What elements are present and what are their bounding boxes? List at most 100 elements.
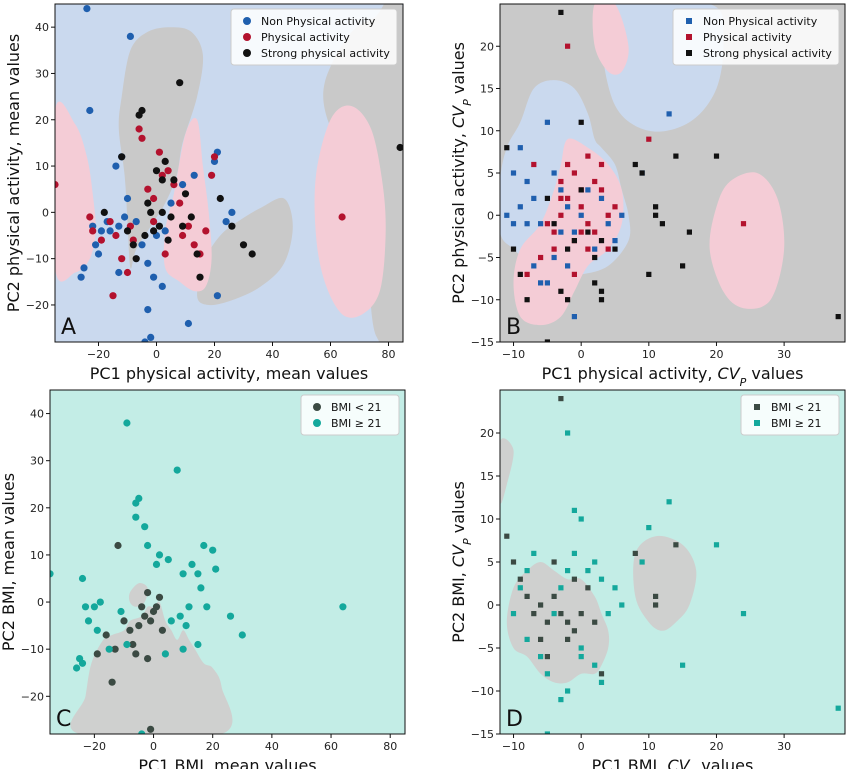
data-point [524,636,530,642]
data-point [190,171,198,179]
y-axis: −15 −10 −5 0 5 10 15 20 [471,427,500,741]
data-point [524,593,530,599]
legend-box [672,8,840,66]
legend-marker [243,33,251,41]
data-point [538,654,544,660]
data-point [144,259,152,267]
data-point [93,626,101,634]
data-point [571,507,577,513]
y-tick-label: 20 [480,427,494,440]
data-point [585,229,591,235]
data-point [179,222,187,230]
data-point [565,43,571,49]
data-point [179,645,187,653]
data-point [510,611,517,617]
data-point [605,611,611,617]
data-point [558,212,564,218]
y-axis: −20 −10 0 10 20 30 40 [21,408,50,703]
legend-marker [243,17,251,25]
data-point [740,611,747,617]
legend-label: BMI ≥ 21 [771,417,822,430]
data-point [510,221,517,227]
data-point [173,466,181,474]
data-point [565,430,571,436]
legend-marker [754,420,760,426]
data-point [94,250,103,258]
data-point [544,619,550,625]
data-point [141,231,149,240]
data-point [167,199,175,207]
data-point [141,612,149,620]
panel-b: −10 0 10 20 30 −15 −10 −5 0 5 10 15 20 PC1 physical a… [449,3,846,389]
y-tick-label: 0 [487,209,494,222]
class-region [70,601,233,734]
data-point [187,213,195,221]
data-point [184,319,192,328]
y-tick-label: 20 [480,40,494,53]
data-point [197,584,205,592]
data-point [109,292,117,300]
data-point [592,246,598,252]
legend-marker [686,50,692,56]
x-tick-label: 10 [642,740,656,753]
data-point [544,195,550,201]
data-point [524,221,530,227]
data-point [202,227,210,235]
data-point [108,678,116,686]
data-point [144,541,152,550]
x-axis: −20 0 20 40 60 80 [87,342,396,361]
data-point [216,194,224,203]
data-point [161,157,169,165]
data-point [152,603,161,611]
data-point [102,631,110,639]
x-tick-label: 30 [777,740,791,753]
data-point [141,338,149,342]
data-point [121,213,129,221]
data-point [680,662,686,668]
data-point [598,238,605,244]
data-point [228,208,236,216]
data-point [90,603,98,611]
data-point [144,185,152,193]
data-point [598,187,605,193]
data-point [164,167,172,175]
data-point [147,617,155,625]
panel-a: −20 0 20 40 60 80 −20 −10 0 10 20 30 40 PC1 physical … [4,3,404,383]
y-tick-label: −10 [471,685,494,698]
legend-label: Non Physical activity [703,15,818,28]
data-point [835,705,841,711]
x-tick-label: 0 [578,740,585,753]
data-point [226,612,235,620]
y-tick-label: 10 [30,549,44,562]
data-point [538,254,544,261]
data-point [653,204,659,210]
data-point [89,227,97,235]
data-point [544,654,550,660]
y-tick-label: 20 [35,114,49,127]
data-point [123,419,131,427]
data-point [551,246,557,252]
x-tick-label: 0 [578,348,585,361]
data-point [653,212,659,218]
x-tick-label: 20 [206,740,220,753]
y-tick-label: 10 [480,513,494,526]
data-point [558,288,564,294]
legend-marker [754,404,760,410]
data-point [123,268,132,277]
data-point [558,178,564,185]
data-point [194,640,202,649]
data-point [164,236,172,244]
data-point [150,227,158,235]
data-point [673,542,679,548]
class-region [118,27,204,269]
panel-letter: A [61,315,76,340]
data-point [592,254,598,261]
data-point [585,187,591,193]
data-point [666,499,672,505]
data-point [147,333,155,341]
y-tick-label: −5 [478,252,494,265]
data-point [77,273,85,281]
data-point [592,280,598,286]
data-point [193,250,201,258]
data-point [632,550,638,556]
